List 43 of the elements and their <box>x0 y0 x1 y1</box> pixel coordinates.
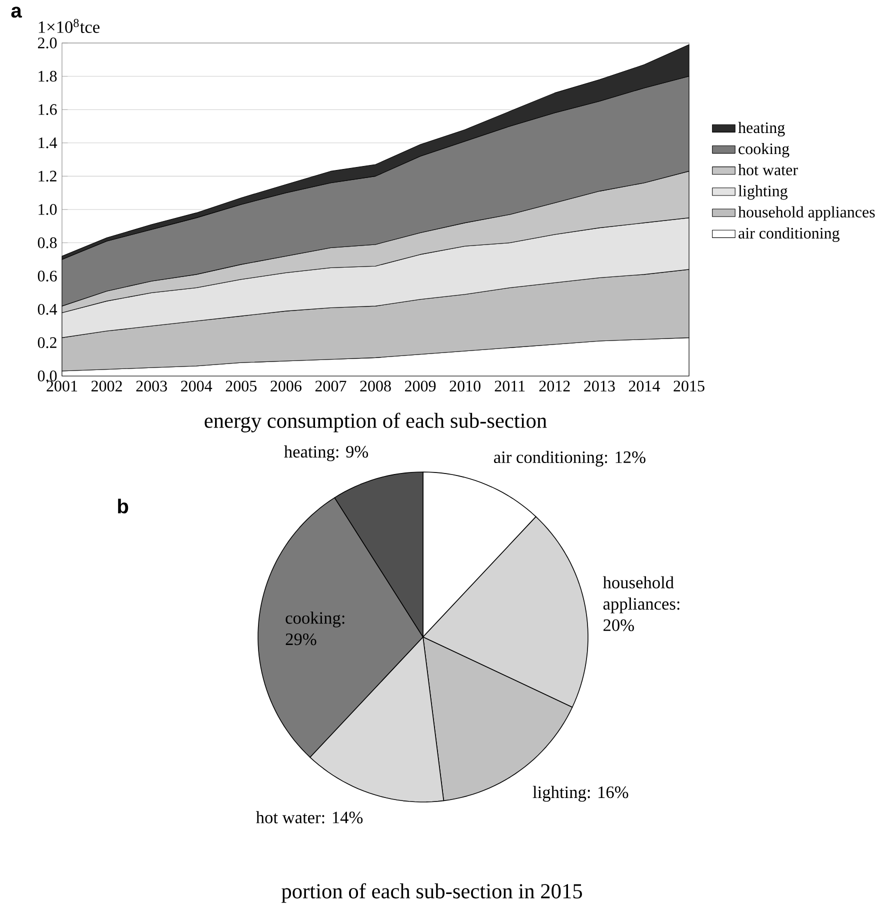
text: a <box>11 6 22 18</box>
slice-label: air conditioning: 12% <box>494 450 646 467</box>
x-tick-label: 2014 <box>628 380 660 392</box>
y-tick-label: 1.0 <box>38 204 57 215</box>
legend-label: hot water <box>738 164 798 176</box>
x-tick-label: 2012 <box>539 380 570 392</box>
y-tick-label: 1.2 <box>38 170 56 182</box>
legend-label: lighting <box>738 185 788 200</box>
y-tick-label: 1.6 <box>38 104 57 116</box>
x-tick-label: 2007 <box>315 380 346 392</box>
slice-label: heating: 9% <box>284 445 368 462</box>
text: b <box>118 498 128 514</box>
y-tick-label: 1.8 <box>38 70 57 82</box>
legend-label: air conditioning <box>738 227 840 242</box>
y-tick-label: 1.4 <box>38 138 58 148</box>
legend-label: heating <box>738 122 785 136</box>
y-tick-label: 0.4 <box>38 304 58 315</box>
legend-label: cooking <box>738 142 790 158</box>
slice-label: hot water: 14% <box>256 811 363 824</box>
x-tick-label: 2003 <box>136 380 167 392</box>
x-tick-label: 2004 <box>181 380 212 392</box>
x-tick-label: 2005 <box>226 380 257 392</box>
y-tick-label: 0.2 <box>38 337 56 348</box>
x-tick-label: 2010 <box>450 380 480 392</box>
x-tick-label: 2015 <box>674 380 704 392</box>
y-tick-label: 0.8 <box>38 237 57 248</box>
x-tick-label: 2001 <box>46 380 78 392</box>
x-tick-label: 2011 <box>494 380 525 392</box>
x-tick-label: 2002 <box>91 380 122 392</box>
x-tick-label: 2009 <box>405 380 436 392</box>
x-tick-label: 2008 <box>360 380 391 392</box>
x-tick-label: 2013 <box>584 380 615 392</box>
y-tick-label: 2.0 <box>38 38 57 48</box>
y-tick-label: 0.0 <box>38 370 57 382</box>
text: portion of each sub-section in 2015 <box>282 883 582 903</box>
y-axis-title: 1×10$^{8}$tce <box>38 18 100 33</box>
x-tick-label: 2006 <box>270 380 302 392</box>
y-tick-label: 0.6 <box>38 270 57 282</box>
slice-label: lighting: 16% <box>532 786 628 802</box>
legend-label: household appliances <box>738 206 875 221</box>
slice-label: household appliances: 20% <box>602 576 680 632</box>
text: energy consumption of each sub-section <box>204 412 547 432</box>
slice-label: cooking: 29% <box>286 612 344 646</box>
